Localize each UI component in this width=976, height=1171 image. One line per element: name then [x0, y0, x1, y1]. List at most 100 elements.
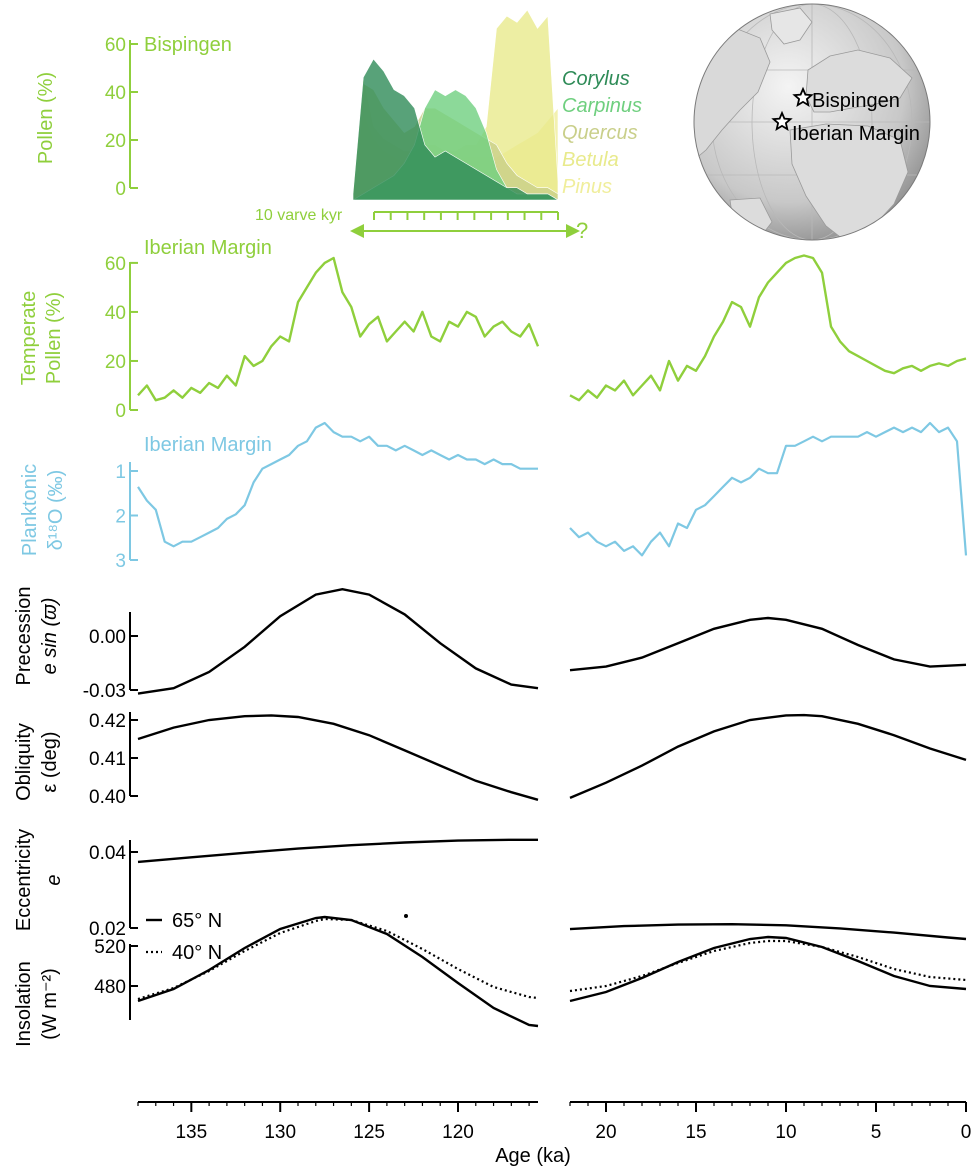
bispingen-y-axis-tick-label: 20: [105, 131, 126, 152]
precession-ylabel-2: e sin (ϖ): [39, 598, 61, 675]
obliquity-y-axis-tick-label: 0.42: [89, 711, 126, 732]
x-axis-left-tick-label: 125: [353, 1122, 385, 1143]
precession-ylabel-1: Precession: [13, 587, 35, 686]
map-label-iberian-margin: Iberian Margin: [792, 123, 920, 145]
eccentricity-line-left: [137, 838, 538, 864]
iberian-pollen-y-axis: 60 40 20 0: [105, 254, 138, 422]
bispingen-y-axis-tick-label: 60: [105, 35, 126, 56]
bispingen-ylabel: Pollen (%): [35, 72, 57, 164]
bispingen-taxa-legend: Corylus Carpinus Quercus Betula Pinus: [562, 68, 642, 198]
iberian-d18o-ylabel-1: Planktonic: [19, 464, 41, 556]
x-axis-right-tick-label: 20: [595, 1122, 616, 1143]
eccentricity-y-axis-tick-label: 0.04: [89, 843, 126, 864]
iberian-pollen-line-right: [569, 254, 967, 402]
varve-scale: [350, 211, 580, 238]
iberian-d18o-y-axis: 1 2 3: [115, 462, 138, 572]
taxon-quercus: Quercus: [562, 122, 638, 144]
x-axis-label: Age (ka): [495, 1145, 571, 1167]
eccentricity-ylabel-1: Eccentricity: [13, 829, 35, 931]
precession-y-axis-tick-label: 0.00: [89, 627, 126, 648]
bispingen-y-axis-tick-label: 40: [105, 83, 126, 104]
iberian-margin-star-icon: [771, 110, 793, 131]
stray-dot: [404, 914, 408, 918]
iberian-d18o-panel: 1 2 3 Iberian Margin Planktonic δ¹⁸O (‰): [19, 421, 968, 572]
taxon-carpinus: Carpinus: [562, 95, 642, 117]
bispingen-y-axis: 60 40 20 0: [105, 35, 138, 200]
taxon-corylus: Corylus: [562, 68, 630, 90]
obliquity-y-axis-tick-label: 0.40: [89, 787, 126, 808]
insolation-65n-line-left: [137, 915, 539, 1028]
x-axis-right-tick-label: 0: [961, 1122, 972, 1143]
iberian-d18o-y-axis-tick-label: 2: [115, 507, 126, 528]
land-north-america: [694, 25, 771, 161]
precession-y-axis: 0.00 -0.03: [83, 612, 138, 702]
taxon-pinus: Pinus: [562, 176, 612, 198]
d18o-line-left: [137, 421, 538, 548]
obliquity-line-right: [569, 713, 967, 800]
iberian-d18o-site-label: Iberian Margin: [144, 434, 272, 456]
varve-question-mark: ?: [576, 218, 588, 243]
obliquity-y-axis-tick-label: 0.41: [89, 749, 126, 770]
precession-line-right: [569, 616, 967, 672]
iberian-d18o-y-axis-tick-label: 3: [115, 551, 126, 572]
varve-arrow-left: [350, 224, 364, 238]
iberian-pollen-ylabel-1: Temperate: [18, 291, 40, 386]
insolation-legend: 65° N 40° N: [146, 910, 222, 964]
bispingen-y-axis-tick-label: 0: [115, 179, 126, 200]
eccentricity-line-right: [569, 922, 967, 941]
insolation-y-axis: 520 480: [94, 937, 138, 1020]
obliquity-panel: 0.42 0.41 0.40 Obliquity ε (deg): [13, 711, 967, 808]
iberian-pollen-y-axis-tick-label: 40: [105, 303, 126, 324]
globe-map: Bispingen Iberian Margin: [693, 3, 931, 241]
obliquity-line-left: [137, 714, 539, 801]
iberian-pollen-ylabel-2: Pollen (%): [43, 292, 65, 384]
eccentricity-y-axis: 0.04 0.02: [89, 840, 138, 940]
bispingen-star-icon: [792, 86, 814, 107]
obliquity-ylabel-2: ε (deg): [39, 731, 61, 792]
taxon-betula: Betula: [562, 149, 619, 171]
x-axis-left-tick-label: 130: [264, 1122, 296, 1143]
iberian-pollen-y-axis-tick-label: 20: [105, 352, 126, 373]
insolation-y-axis-tick-label: 520: [94, 937, 126, 958]
iberian-pollen-line-left: [137, 256, 540, 402]
precession-line-left: [137, 587, 539, 695]
legend-label-65n: 65° N: [172, 910, 222, 932]
iberian-pollen-site-label: Iberian Margin: [144, 237, 272, 259]
precession-panel: 0.00 -0.03 Precession e sin (ϖ): [13, 587, 967, 702]
insolation-panel: 520 480 Insolation (W m⁻²) 65° N 40° N: [13, 910, 967, 1047]
eccentricity-ylabel-2: e: [43, 874, 65, 885]
eccentricity-panel: 0.04 0.02 Eccentricity e: [13, 829, 967, 941]
bispingen-site-label: Bispingen: [144, 34, 232, 56]
iberian-d18o-ylabel-2: δ¹⁸O (‰): [45, 470, 67, 551]
d18o-line-right: [569, 421, 968, 557]
varve-arrow-right: [566, 224, 580, 238]
insolation-ylabel-2: (W m⁻²): [39, 968, 61, 1040]
x-axis-left-tick-label: 135: [175, 1122, 207, 1143]
insolation-65n-line-right: [569, 935, 967, 1003]
x-axis-left: 135 130 125 120: [137, 1101, 538, 1143]
eccentricity-y-axis-tick-label: 0.02: [89, 919, 126, 940]
legend-label-40n: 40° N: [172, 942, 222, 964]
x-axis-right-tick-label: 5: [871, 1122, 882, 1143]
insolation-ylabel-1: Insolation: [13, 961, 35, 1047]
obliquity-ylabel-1: Obliquity: [13, 723, 35, 801]
land-europe: [805, 49, 913, 113]
map-label-bispingen: Bispingen: [812, 90, 900, 112]
iberian-pollen-y-axis-tick-label: 0: [115, 401, 126, 422]
x-axis-left-tick-label: 120: [442, 1122, 474, 1143]
iberian-pollen-panel: 60 40 20 0 Iberian Margin Temperate Pollen …: [18, 237, 967, 422]
obliquity-y-axis: 0.42 0.41 0.40: [89, 711, 138, 808]
bispingen-pollen-areas: [351, 9, 560, 201]
insolation-40n-line-left: [137, 917, 539, 1001]
land-greenland: [769, 7, 813, 45]
globe-graticule: [694, 4, 930, 240]
varve-label: 10 varve kyr: [255, 207, 343, 224]
x-axis-right-tick-label: 15: [685, 1122, 706, 1143]
iberian-pollen-y-axis-tick-label: 60: [105, 254, 126, 275]
iberian-d18o-y-axis-tick-label: 1: [115, 462, 126, 483]
bispingen-panel: 60 40 20 0 Bispingen Pollen (%) Corylus Car…: [35, 9, 642, 243]
x-axis-right: 20 15 10 5 0: [569, 1101, 972, 1143]
precession-y-axis-tick-label: -0.03: [83, 681, 126, 702]
insolation-y-axis-tick-label: 480: [94, 977, 126, 998]
area-corylus: [352, 58, 560, 201]
